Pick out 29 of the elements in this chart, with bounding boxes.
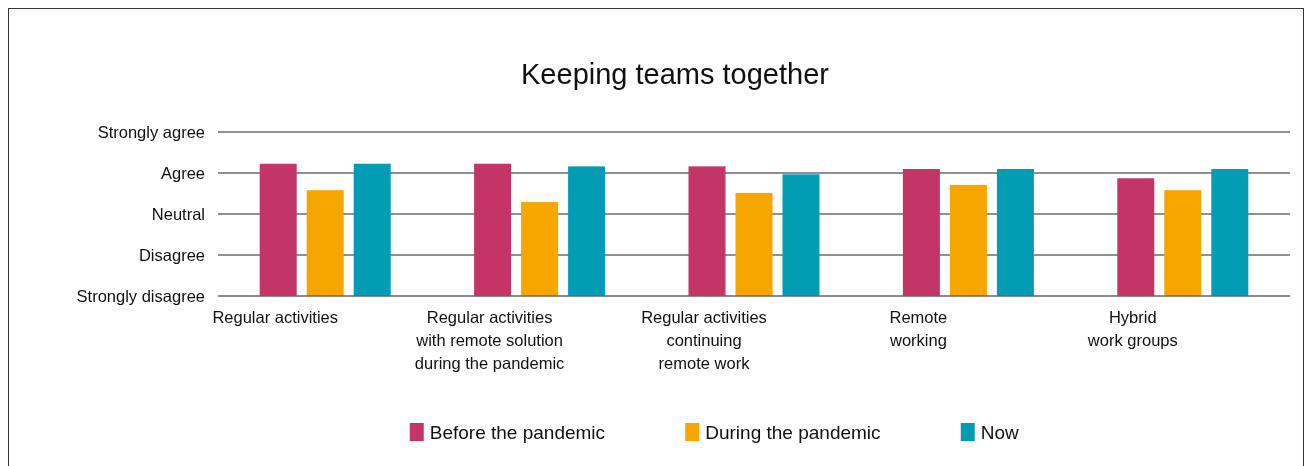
text: Strongly disagree <box>76 286 205 305</box>
ref-line-label: Disagree <box>138 245 205 264</box>
x-tick-label: Remote working <box>888 308 948 349</box>
legend-label: Before the pandemic <box>429 421 606 443</box>
bar <box>474 163 512 296</box>
legend-label: During the pandemic <box>705 421 881 443</box>
bar <box>735 192 773 296</box>
ref-line-label: Agree <box>160 163 205 182</box>
bar <box>568 166 606 296</box>
x-tick-label: Regular activities with remote solution during the pandemic <box>414 308 565 372</box>
chart-title: Keeping teams together <box>521 58 830 90</box>
bar <box>688 166 726 296</box>
bar <box>259 163 297 296</box>
legend-label: Now <box>980 421 1020 443</box>
x-tick-label: Hybrid work groups <box>1086 308 1178 349</box>
bar <box>949 184 987 296</box>
ref-line-label: Strongly agree <box>97 122 205 141</box>
bar <box>306 190 344 296</box>
x-tick-label: Regular activities continuing remote work <box>641 308 767 372</box>
bar <box>996 169 1034 296</box>
bar <box>521 202 559 296</box>
bar <box>1117 178 1155 296</box>
bar <box>782 174 820 296</box>
x-tick-label: Regular activities <box>212 308 339 326</box>
bar <box>353 163 391 296</box>
bar <box>902 169 940 296</box>
bar <box>1211 169 1249 296</box>
ref-line-label: Neutral <box>151 204 205 223</box>
bar <box>1164 190 1202 296</box>
